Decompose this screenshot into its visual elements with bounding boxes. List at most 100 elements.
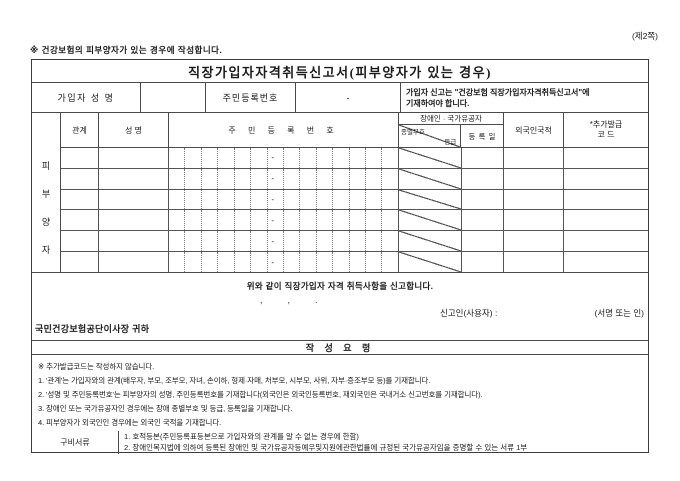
- rrn-digit-box[interactable]: [333, 231, 350, 252]
- rrn-digit-box[interactable]: [366, 189, 383, 210]
- rrn-digit-box[interactable]: [251, 252, 268, 272]
- name-field[interactable]: [99, 210, 169, 231]
- rrn-digit-box[interactable]: [366, 252, 383, 272]
- rrn-digit-box[interactable]: [218, 210, 235, 231]
- rrn-digit-box[interactable]: [350, 231, 367, 252]
- extra-code-field[interactable]: [564, 169, 648, 189]
- rrn-digit-box[interactable]: [185, 252, 202, 272]
- extra-code-field[interactable]: [564, 148, 648, 168]
- nationality-field[interactable]: [504, 168, 564, 189]
- rrn-digit-box[interactable]: [202, 252, 219, 272]
- rrn-field[interactable]: -: [169, 189, 399, 210]
- rrn-digit-box[interactable]: [284, 189, 301, 210]
- declaration-date-line[interactable]: , , .: [260, 295, 318, 305]
- rrn-digit-box[interactable]: [218, 231, 235, 252]
- rrn-digit-box[interactable]: [202, 168, 219, 189]
- rrn-digit-box[interactable]: [300, 148, 317, 168]
- registration-date-field[interactable]: [462, 252, 504, 272]
- rrn-digit-box[interactable]: [382, 169, 397, 189]
- relation-field[interactable]: [61, 231, 99, 252]
- nationality-field[interactable]: [504, 252, 564, 272]
- rrn-digit-box[interactable]: [350, 148, 367, 168]
- rrn-digit-box[interactable]: [350, 210, 367, 231]
- rrn-digit-box[interactable]: [350, 252, 367, 272]
- rrn-digit-box[interactable]: [185, 168, 202, 189]
- subscriber-rrn-field[interactable]: -: [296, 83, 401, 112]
- relation-field[interactable]: [61, 168, 99, 189]
- registration-date-field[interactable]: [462, 189, 504, 210]
- relation-field[interactable]: [61, 148, 99, 168]
- rrn-digit-box[interactable]: [235, 231, 252, 252]
- rrn-digit-box[interactable]: [300, 210, 317, 231]
- rrn-digit-box[interactable]: [366, 231, 383, 252]
- rrn-digit-box[interactable]: [169, 252, 186, 272]
- rrn-digit-box[interactable]: [333, 148, 350, 168]
- rrn-digit-box[interactable]: [317, 210, 334, 231]
- rrn-digit-box[interactable]: [235, 168, 252, 189]
- relation-field[interactable]: [61, 252, 99, 272]
- rrn-digit-box[interactable]: [333, 168, 350, 189]
- rrn-digit-box[interactable]: [300, 252, 317, 272]
- rrn-digit-box[interactable]: [317, 231, 334, 252]
- rrn-digit-box[interactable]: [235, 210, 252, 231]
- rrn-digit-box[interactable]: [317, 168, 334, 189]
- rrn-digit-box[interactable]: [251, 148, 268, 168]
- rrn-digit-box[interactable]: [169, 148, 186, 168]
- rrn-digit-box[interactable]: [382, 148, 397, 168]
- rrn-digit-box[interactable]: [218, 252, 235, 272]
- rrn-digit-box[interactable]: [284, 148, 301, 168]
- rrn-digit-box[interactable]: [300, 231, 317, 252]
- rrn-field[interactable]: -: [169, 148, 399, 168]
- relation-field[interactable]: [61, 189, 99, 210]
- name-field[interactable]: [99, 231, 169, 252]
- rrn-digit-box[interactable]: [202, 231, 219, 252]
- rrn-digit-box[interactable]: [251, 189, 268, 210]
- rrn-digit-box[interactable]: [317, 252, 334, 272]
- rrn-digit-box[interactable]: [366, 148, 383, 168]
- rrn-digit-box[interactable]: [350, 168, 367, 189]
- subscriber-name-field[interactable]: [141, 83, 206, 112]
- rrn-digit-box[interactable]: [317, 148, 334, 168]
- rrn-digit-box[interactable]: [333, 252, 350, 272]
- extra-code-field[interactable]: [564, 190, 648, 210]
- registration-date-field[interactable]: [462, 148, 504, 168]
- rrn-digit-box[interactable]: [382, 252, 397, 272]
- name-field[interactable]: [99, 252, 169, 272]
- name-field[interactable]: [99, 189, 169, 210]
- rrn-digit-box[interactable]: [202, 189, 219, 210]
- rrn-digit-box[interactable]: [218, 168, 235, 189]
- rrn-digit-box[interactable]: [382, 231, 397, 251]
- name-field[interactable]: [99, 168, 169, 189]
- rrn-digit-box[interactable]: [333, 210, 350, 231]
- rrn-digit-box[interactable]: [235, 189, 252, 210]
- nationality-field[interactable]: [504, 210, 564, 231]
- rrn-digit-box[interactable]: [366, 210, 383, 231]
- rrn-digit-box[interactable]: [317, 189, 334, 210]
- extra-code-field[interactable]: [564, 252, 648, 272]
- rrn-digit-box[interactable]: [300, 168, 317, 189]
- rrn-digit-box[interactable]: [169, 210, 186, 231]
- relation-field[interactable]: [61, 210, 99, 231]
- rrn-digit-box[interactable]: [218, 189, 235, 210]
- rrn-digit-box[interactable]: [284, 252, 301, 272]
- nationality-field[interactable]: [504, 148, 564, 168]
- rrn-digit-box[interactable]: [251, 168, 268, 189]
- rrn-field[interactable]: -: [169, 252, 399, 272]
- rrn-digit-box[interactable]: [251, 210, 268, 231]
- rrn-digit-box[interactable]: [185, 210, 202, 231]
- rrn-digit-box[interactable]: [169, 168, 186, 189]
- nationality-field[interactable]: [504, 189, 564, 210]
- registration-date-field[interactable]: [462, 168, 504, 189]
- rrn-digit-box[interactable]: [169, 231, 186, 252]
- name-field[interactable]: [99, 148, 169, 168]
- rrn-field[interactable]: -: [169, 168, 399, 189]
- rrn-digit-box[interactable]: [235, 148, 252, 168]
- rrn-digit-box[interactable]: [185, 231, 202, 252]
- rrn-digit-box[interactable]: [185, 148, 202, 168]
- extra-code-field[interactable]: [564, 210, 648, 230]
- rrn-digit-box[interactable]: [185, 189, 202, 210]
- rrn-digit-box[interactable]: [218, 148, 235, 168]
- rrn-digit-box[interactable]: [284, 231, 301, 252]
- rrn-digit-box[interactable]: [202, 210, 219, 231]
- rrn-digit-box[interactable]: [382, 210, 397, 230]
